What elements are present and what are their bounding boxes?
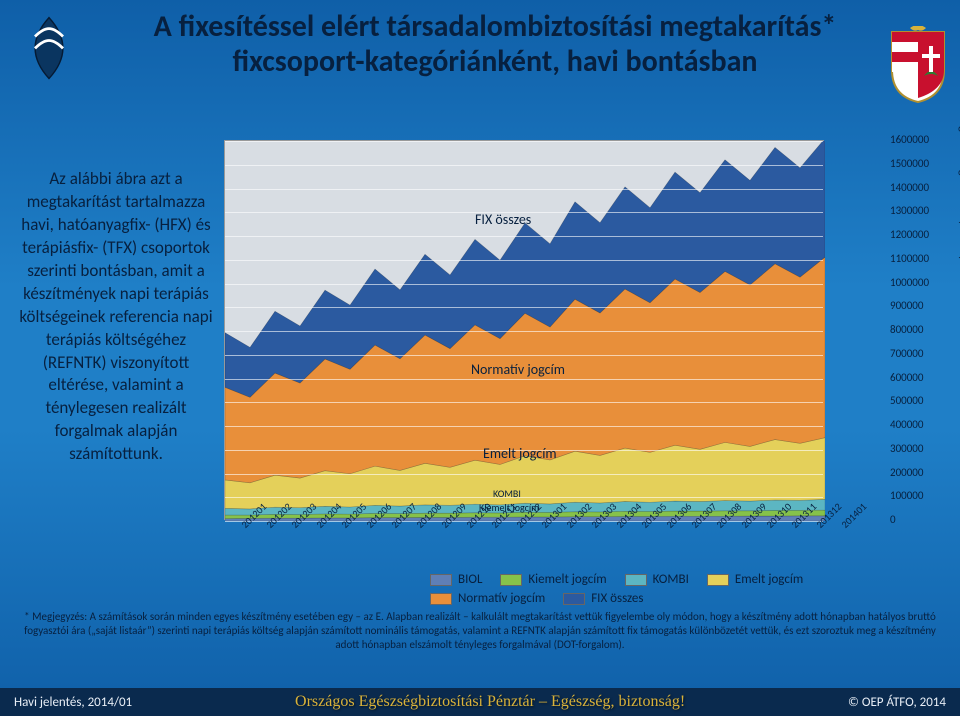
y-tick-label: 400000 <box>890 418 946 431</box>
legend-swatch <box>430 593 452 605</box>
gridline <box>225 189 823 190</box>
legend: BIOL Kiemelt jogcím KOMBI Emelt jogcím Norma… <box>430 572 904 606</box>
footer-center: Országos Egészségbiztosítási Pénztár – E… <box>295 693 685 711</box>
footer-left: Havi jelentés, 2014/01 <box>14 695 132 710</box>
legend-swatch <box>563 593 585 605</box>
slide: A fixesítéssel elért társadalombiztosítá… <box>0 0 960 716</box>
y-tick-label: 800000 <box>890 323 946 336</box>
gridline <box>225 426 823 427</box>
y-tick-label: 1500000 <box>890 157 946 170</box>
legend-swatch <box>707 574 729 586</box>
y-tick-label: 1000000 <box>890 276 946 289</box>
legend-swatch <box>500 574 522 586</box>
legend-label: Emelt jogcím <box>735 572 803 587</box>
hungary-coat-of-arms-icon <box>886 26 950 104</box>
gridline <box>225 260 823 261</box>
sidebar-description: Az alábbi ábra azt a megtakarítást tarta… <box>16 168 216 466</box>
gridline <box>225 236 823 237</box>
y-tick-label: 200000 <box>890 466 946 479</box>
gridline <box>225 307 823 308</box>
gridline <box>225 141 823 142</box>
y-tick-label: 100000 <box>890 489 946 502</box>
y-tick-label: 1100000 <box>890 252 946 265</box>
legend-item: Normatív jogcím <box>430 591 545 606</box>
gridline <box>225 165 823 166</box>
gridline <box>225 284 823 285</box>
oep-logo-icon <box>14 12 84 82</box>
y-axis-title: Támogatás megtakarítás (ezer Ft) <box>956 100 960 260</box>
y-tick-label: 1200000 <box>890 228 946 241</box>
legend-item: Kiemelt jogcím <box>500 572 606 587</box>
y-tick-label: 600000 <box>890 371 946 384</box>
slide-title: A fixesítéssel elért társadalombiztosítá… <box>120 10 870 79</box>
legend-item: KOMBI <box>625 572 689 587</box>
legend-label: Normatív jogcím <box>458 591 545 606</box>
footer: Havi jelentés, 2014/01 Országos Egészség… <box>0 688 960 716</box>
legend-item: FIX összes <box>563 591 643 606</box>
footnote: * Megjegyzés: A számítások során minden … <box>24 610 936 651</box>
y-tick-label: 1300000 <box>890 204 946 217</box>
legend-label: FIX összes <box>591 591 643 606</box>
footer-right: © OEP ÁTFO, 2014 <box>848 695 946 710</box>
legend-label: Kiemelt jogcím <box>528 572 606 587</box>
y-tick-label: 300000 <box>890 442 946 455</box>
series-label-normatív-jogcím: Normatív jogcím <box>471 361 565 378</box>
gridline <box>225 379 823 380</box>
legend-swatch <box>625 574 647 586</box>
legend-item: BIOL <box>430 572 482 587</box>
gridline <box>225 331 823 332</box>
gridline <box>225 474 823 475</box>
legend-swatch <box>430 574 452 586</box>
y-tick-label: 1400000 <box>890 181 946 194</box>
y-tick-label: 900000 <box>890 299 946 312</box>
chart-plot: FIX összesNormatív jogcímEmelt jogcímKOM… <box>224 140 824 520</box>
gridline <box>225 402 823 403</box>
series-label-emelt-jogcím: Emelt jogcím <box>483 445 557 462</box>
gridline <box>225 355 823 356</box>
series-label-fix-összes: FIX összes <box>475 211 531 228</box>
chart: FIX összesNormatív jogcímEmelt jogcímKOM… <box>224 140 884 570</box>
legend-item: Emelt jogcím <box>707 572 803 587</box>
y-tick-label: 500000 <box>890 394 946 407</box>
y-tick-label: 1600000 <box>890 133 946 146</box>
legend-label: BIOL <box>458 572 482 587</box>
y-tick-label: 700000 <box>890 347 946 360</box>
legend-label: KOMBI <box>653 572 689 587</box>
